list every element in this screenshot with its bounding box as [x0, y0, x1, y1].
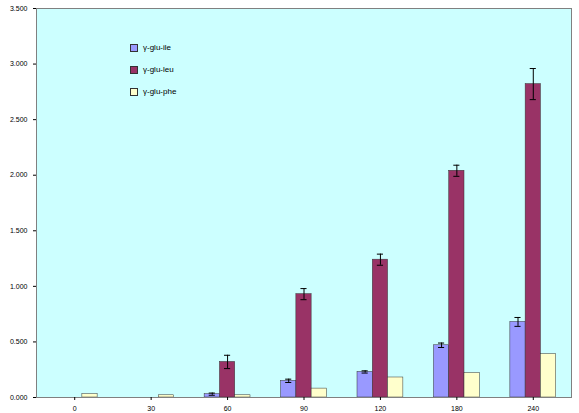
svg-text:240: 240	[527, 405, 539, 412]
svg-text:90: 90	[300, 405, 308, 412]
svg-text:3.000: 3.000	[10, 60, 28, 67]
svg-text:0.500: 0.500	[10, 338, 28, 345]
svg-text:0: 0	[73, 405, 77, 412]
svg-text:30: 30	[147, 405, 155, 412]
svg-text:2.000: 2.000	[10, 171, 28, 178]
svg-text:1.000: 1.000	[10, 283, 28, 290]
html-text:γ-glu-ile: γ-glu-ile	[143, 43, 171, 52]
html-text:γ-glu-phe: γ-glu-phe	[143, 87, 177, 96]
svg-text:60: 60	[224, 405, 232, 412]
svg-text:180: 180	[451, 405, 463, 412]
html-text:γ-glu-leu: γ-glu-leu	[143, 65, 174, 74]
svg-text:3.500: 3.500	[10, 5, 28, 12]
svg-text:0.000: 0.000	[10, 394, 28, 401]
svg-text:2.500: 2.500	[10, 116, 28, 123]
svg-text:120: 120	[375, 405, 387, 412]
svg-text:1.500: 1.500	[10, 227, 28, 234]
